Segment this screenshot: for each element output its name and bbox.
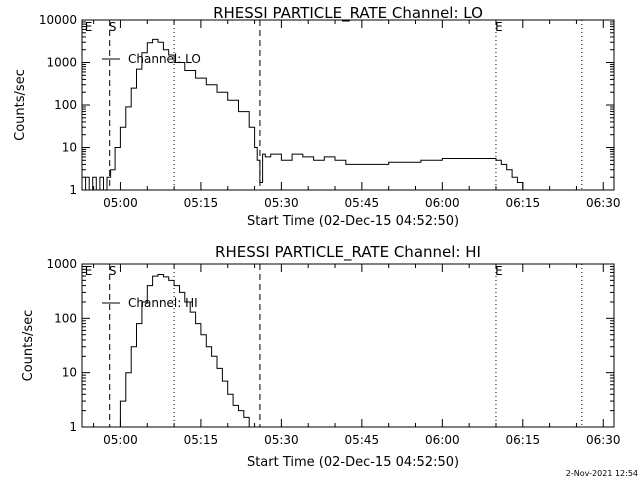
y-axis-label: Counts/sec <box>21 310 36 382</box>
x-tick-label: 05:00 <box>103 433 138 447</box>
x-tick-label: 06:00 <box>425 196 460 210</box>
x-axis-label: Start Time (02-Dec-15 04:52:50) <box>247 455 459 470</box>
marker-label: S <box>109 264 117 278</box>
x-tick-label: 05:30 <box>264 433 299 447</box>
chart-title: RHESSI PARTICLE_RATE Channel: HI <box>215 243 481 262</box>
marker-label: E <box>495 264 503 278</box>
marker-label: S <box>109 20 117 34</box>
plot-timestamp: 2-Nov-2021 12:54 <box>566 469 638 478</box>
lo-channel-panel: RHESSI PARTICLE_RATE Channel: LO Start Ti… <box>13 4 621 229</box>
chart-title: RHESSI PARTICLE_RATE Channel: LO <box>213 4 483 23</box>
hi-channel-panel: RHESSI PARTICLE_RATE Channel: HI Start Ti… <box>21 243 621 470</box>
y-tick-label: 1000 <box>46 257 77 271</box>
x-axis-label: Start Time (02-Dec-15 04:52:50) <box>247 214 459 229</box>
x-tick-label: 05:00 <box>103 196 138 210</box>
y-tick-label: 100 <box>54 311 77 325</box>
y-tick-label: 10 <box>62 141 77 155</box>
marker-label: E <box>85 20 93 34</box>
y-axis-label: Counts/sec <box>13 69 28 141</box>
y-tick-label: 1 <box>69 420 77 434</box>
legend-label: Channel: LO <box>128 52 201 66</box>
x-tick-label: 06:00 <box>425 433 460 447</box>
x-tick-label: 05:45 <box>345 196 380 210</box>
y-tick-label: 10000 <box>39 13 77 27</box>
x-tick-label: 05:15 <box>184 196 219 210</box>
x-tick-label: 06:30 <box>586 433 621 447</box>
y-tick-label: 1000 <box>46 56 77 70</box>
x-tick-label: 06:15 <box>506 196 541 210</box>
series-line <box>115 274 250 428</box>
y-tick-label: 1 <box>69 183 77 197</box>
marker-label: E <box>85 264 93 278</box>
legend-label: Channel: HI <box>128 296 198 310</box>
x-tick-label: 06:30 <box>586 196 621 210</box>
series-line <box>82 38 582 191</box>
x-tick-label: 05:30 <box>264 196 299 210</box>
x-tick-label: 05:45 <box>345 433 380 447</box>
y-tick-label: 10 <box>62 366 77 380</box>
y-tick-label: 100 <box>54 98 77 112</box>
x-tick-label: 05:15 <box>184 433 219 447</box>
marker-label: E <box>495 20 503 34</box>
x-tick-label: 06:15 <box>506 433 541 447</box>
plot-frame <box>81 263 615 428</box>
